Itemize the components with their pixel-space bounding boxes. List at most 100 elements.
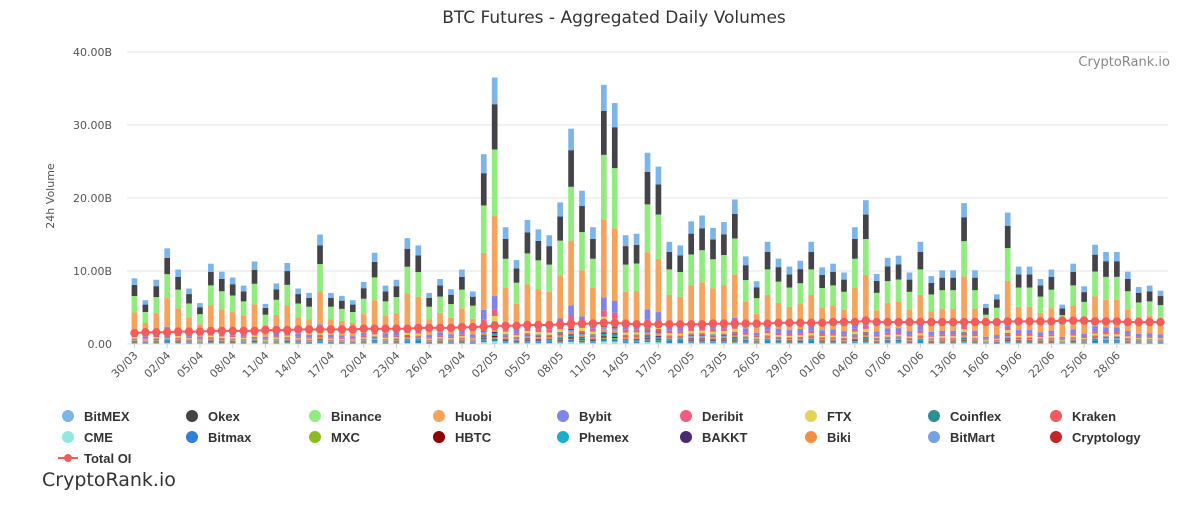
legend-item[interactable]: Bybit	[557, 409, 612, 424]
bar-stack[interactable]	[928, 276, 935, 344]
bar-segment	[590, 342, 596, 344]
bar-stack[interactable]	[1146, 285, 1153, 344]
legend-item[interactable]: BitMEX	[62, 409, 130, 424]
bar-stack[interactable]	[797, 260, 804, 344]
bar-stack[interactable]	[513, 260, 520, 344]
bar-segment	[273, 340, 280, 341]
legend-item[interactable]: FTX	[805, 409, 852, 424]
bar-stack[interactable]	[873, 273, 880, 344]
bar-stack[interactable]	[775, 258, 782, 344]
bar-stack[interactable]	[568, 128, 574, 344]
bar-stack[interactable]	[950, 270, 956, 344]
bar-stack[interactable]	[972, 270, 978, 344]
bar-stack[interactable]	[262, 303, 269, 344]
bar-stack[interactable]	[1135, 287, 1142, 344]
bar-stack[interactable]	[764, 241, 771, 344]
bar-stack[interactable]	[644, 152, 651, 344]
legend-item[interactable]: BitMart	[928, 430, 995, 445]
bar-stack[interactable]	[753, 281, 760, 344]
bar-stack[interactable]	[786, 266, 793, 344]
bar-stack[interactable]	[470, 291, 476, 344]
bar-stack[interactable]	[393, 279, 400, 344]
bar-stack[interactable]	[1070, 263, 1077, 344]
legend-item[interactable]: Bitmax	[186, 430, 252, 445]
bar-stack[interactable]	[306, 292, 312, 344]
legend-item[interactable]: Biki	[805, 430, 851, 445]
legend-item[interactable]: Okex	[186, 409, 241, 424]
bar-stack[interactable]	[841, 272, 847, 344]
legend-item[interactable]: Deribit	[680, 409, 744, 424]
bar-stack[interactable]	[1124, 271, 1131, 344]
bar-stack[interactable]	[437, 279, 443, 344]
bar-stack[interactable]	[819, 267, 825, 344]
bar-stack[interactable]	[993, 294, 1000, 344]
bar-stack[interactable]	[622, 235, 629, 344]
legend-item[interactable]: BAKKT	[680, 430, 748, 445]
legend-item[interactable]: Binance	[309, 409, 382, 424]
bar-stack[interactable]	[349, 300, 356, 344]
bar-stack[interactable]	[360, 281, 367, 344]
bar-stack[interactable]	[677, 245, 684, 344]
bar-stack[interactable]	[1103, 252, 1109, 344]
bar-segment	[862, 336, 869, 338]
bar-stack[interactable]	[666, 241, 673, 344]
legend-item[interactable]: MXC	[309, 430, 361, 445]
bar-stack[interactable]	[601, 84, 607, 344]
legend-label: Biki	[827, 430, 851, 445]
legend-item-total-oi[interactable]: Total OI	[58, 451, 131, 466]
bar-segment	[852, 258, 858, 288]
bar-stack[interactable]	[655, 166, 662, 344]
bar-stack[interactable]	[611, 103, 618, 344]
bar-stack[interactable]	[382, 285, 389, 344]
bar-stack[interactable]	[295, 288, 302, 344]
bar-stack[interactable]	[186, 288, 192, 344]
bar-stack[interactable]	[852, 227, 858, 344]
bar-stack[interactable]	[895, 255, 902, 344]
bar-stack[interactable]	[1048, 269, 1055, 344]
legend-item[interactable]: Cryptology	[1050, 430, 1141, 445]
legend-item[interactable]: Huobi	[433, 409, 492, 424]
bar-stack[interactable]	[742, 256, 749, 344]
bar-segment	[208, 285, 214, 306]
bar-segment	[382, 336, 389, 338]
bar-stack[interactable]	[339, 295, 345, 344]
legend[interactable]: BitMEX Okex Binance Huobi Bybit Deribit FTX Coi…	[58, 409, 1141, 466]
bar-stack[interactable]	[884, 257, 891, 344]
bar-stack[interactable]	[426, 292, 433, 344]
bar-segment	[1114, 338, 1120, 339]
bar-segment	[1103, 334, 1109, 337]
bar-stack[interactable]	[448, 289, 454, 344]
bar-segment	[1124, 341, 1131, 342]
bar-stack[interactable]	[197, 303, 203, 344]
bar-stack[interactable]	[1157, 290, 1164, 344]
bar-stack[interactable]	[906, 272, 913, 344]
legend-item[interactable]: Phemex	[557, 430, 630, 445]
bar-segment	[601, 329, 607, 333]
bar-stack[interactable]	[535, 229, 542, 344]
bar-stack[interactable]	[1092, 244, 1098, 344]
bar-segment	[1103, 336, 1109, 338]
bar-stack[interactable]	[1037, 279, 1044, 344]
legend-item[interactable]: HBTC	[433, 430, 492, 445]
bar-stack[interactable]	[939, 270, 946, 344]
bar-stack[interactable]	[273, 283, 280, 344]
bar-stack[interactable]	[328, 292, 334, 344]
bar-stack[interactable]	[917, 241, 924, 344]
bar-stack[interactable]	[579, 190, 585, 344]
legend-item[interactable]: Coinflex	[928, 409, 1002, 424]
bar-stack[interactable]	[1015, 266, 1022, 344]
bar-stack[interactable]	[480, 154, 487, 344]
bar-stack[interactable]	[1081, 286, 1087, 344]
bar-stack[interactable]	[240, 285, 247, 344]
bar-stack[interactable]	[1114, 252, 1120, 344]
bar-stack[interactable]	[142, 300, 149, 344]
bar-stack[interactable]	[1004, 212, 1011, 344]
bar-stack[interactable]	[491, 77, 498, 344]
bar-stack[interactable]	[830, 263, 836, 344]
bar-segment	[972, 277, 978, 291]
legend-item[interactable]: Kraken	[1050, 409, 1116, 424]
bar-stack[interactable]	[1026, 266, 1033, 344]
bar-stack[interactable]	[808, 241, 815, 344]
legend-item[interactable]: CME	[62, 430, 113, 445]
bar-stack[interactable]	[459, 269, 465, 344]
